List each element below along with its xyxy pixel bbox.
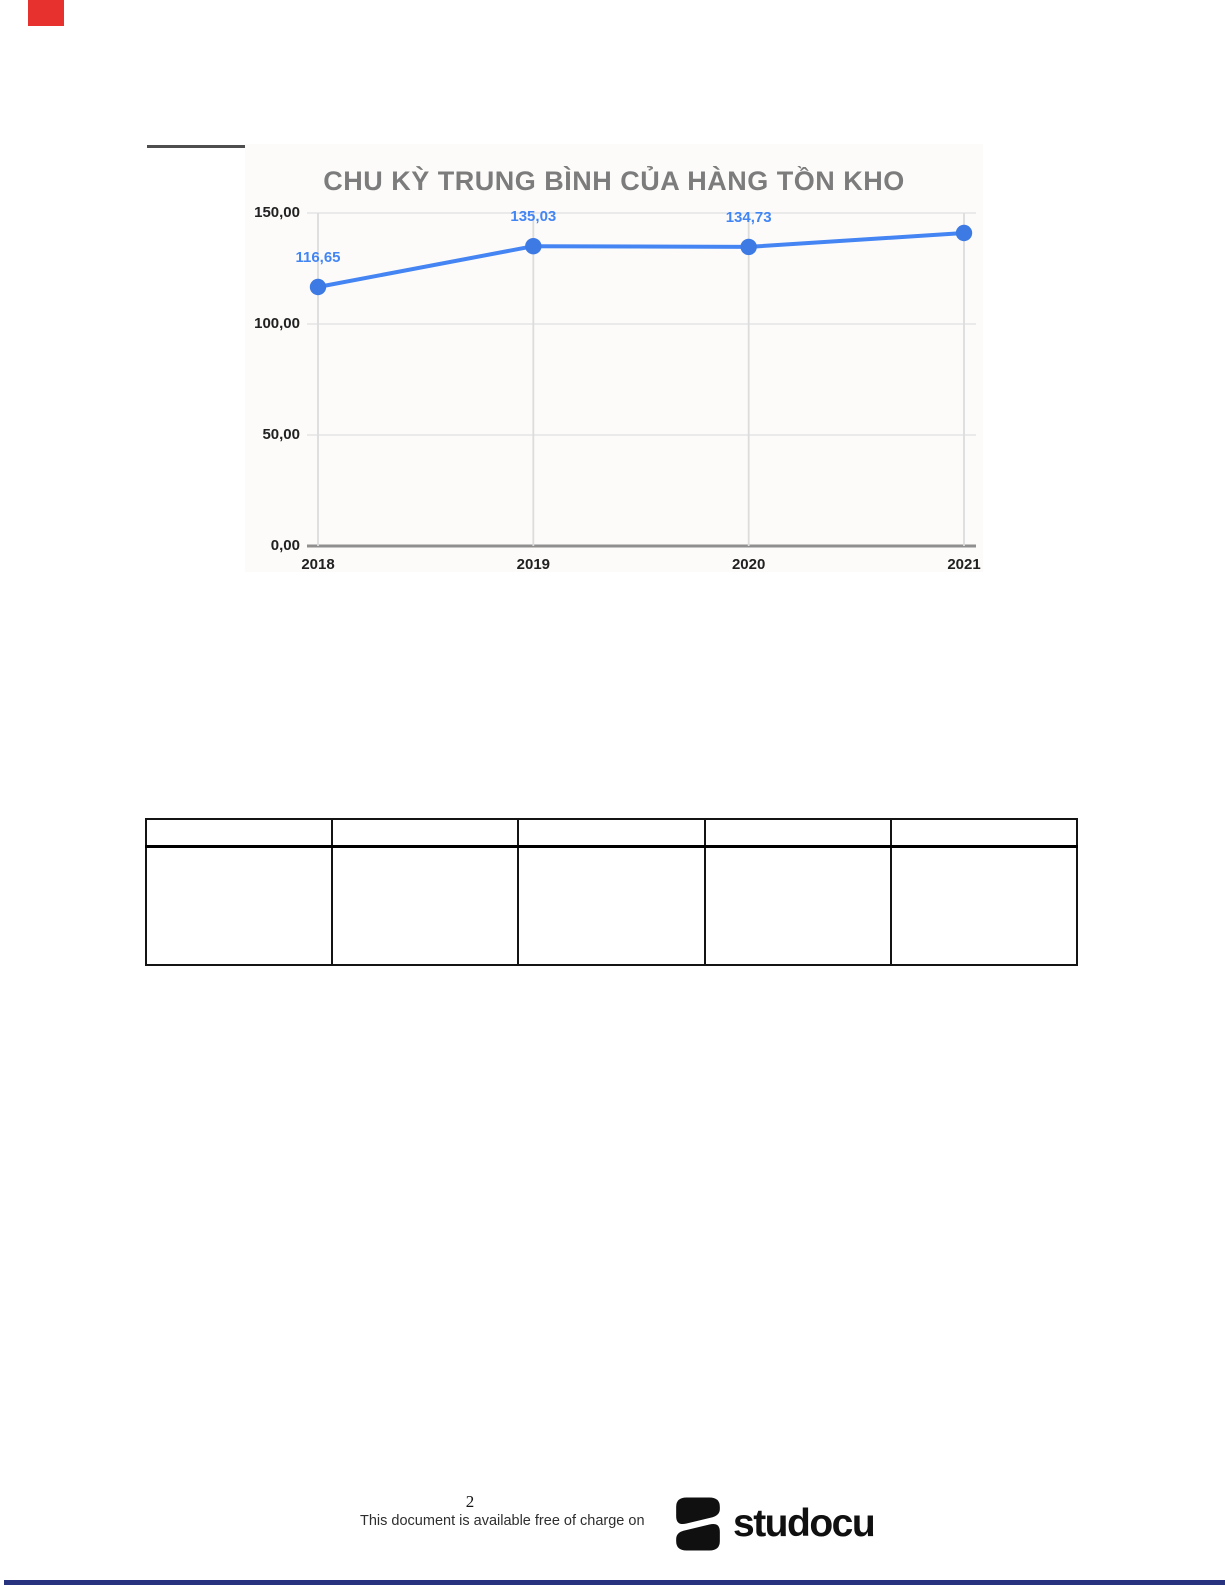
x-axis-tick-label: 2020	[731, 556, 766, 573]
table-cell	[331, 845, 520, 966]
chart-canvas	[307, 212, 976, 548]
table-header-cell	[517, 818, 706, 848]
table-cell	[517, 845, 706, 966]
x-axis-tick-label: 2019	[516, 556, 551, 573]
bottom-border-line	[4, 1580, 1225, 1585]
studocu-wordmark: studocu	[733, 1502, 876, 1545]
data-point-2018	[309, 278, 327, 296]
x-axis-tick-label: 2018	[301, 556, 335, 573]
studocu-logo-icon	[676, 1497, 720, 1551]
studocu-logo[interactable]: studocu	[672, 1494, 876, 1554]
y-axis-tick-label: 50,00	[262, 426, 300, 443]
data-point-2021	[955, 224, 973, 242]
data-point-label: 134,73	[725, 208, 772, 226]
inventory-cycle-chart: CHU KỲ TRUNG BÌNH CỦA HÀNG TỒN KHO 150,0…	[245, 144, 983, 573]
y-axis-tick-label: 150,00	[254, 204, 300, 221]
data-point-label: 135,03	[510, 208, 557, 226]
x-axis-tick-label: 2021	[947, 556, 981, 573]
table-header-cell	[703, 818, 892, 848]
footer-notice: This document is available free of charg…	[360, 1513, 645, 1529]
table-cell	[144, 845, 334, 966]
table-body-row	[144, 845, 1079, 966]
data-point-label: 116,65	[295, 249, 341, 267]
table-header-cell	[144, 818, 334, 848]
y-axis-tick-label: 0,00	[270, 537, 300, 554]
table-header-row	[144, 818, 1079, 848]
table-cell	[889, 845, 1079, 966]
y-axis-tick-label: 100,00	[254, 315, 300, 332]
chart-title: CHU KỲ TRUNG BÌNH CỦA HÀNG TỒN KHO	[323, 166, 905, 196]
data-point-2019	[525, 238, 542, 255]
page-number: 2	[465, 1492, 475, 1511]
table-header-cell	[889, 818, 1079, 848]
red-annotation-box	[28, 0, 64, 26]
header-rule-line	[147, 145, 330, 148]
table-header-cell	[331, 818, 520, 848]
empty-data-table	[144, 818, 1079, 966]
data-point-2020	[740, 238, 757, 256]
series-line	[316, 231, 966, 289]
table-cell	[703, 845, 892, 966]
